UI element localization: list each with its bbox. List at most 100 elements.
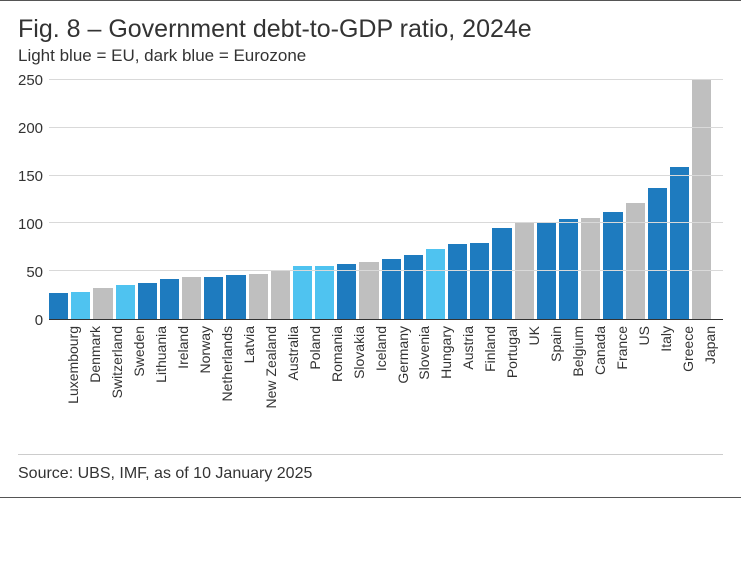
x-label-column: Hungary bbox=[429, 324, 448, 446]
x-axis-labels: LuxembourgDenmarkSwitzerlandSwedenLithua… bbox=[56, 324, 711, 446]
bar bbox=[404, 255, 423, 319]
x-label-column: Netherlands bbox=[210, 324, 229, 446]
grid-line bbox=[49, 127, 723, 128]
bar bbox=[448, 244, 467, 319]
bar-column bbox=[515, 80, 534, 319]
bar bbox=[492, 228, 511, 319]
bar-column bbox=[559, 80, 578, 319]
grid-line bbox=[49, 175, 723, 176]
bar bbox=[648, 188, 667, 319]
bar-column bbox=[337, 80, 356, 319]
bar bbox=[271, 271, 290, 319]
bar bbox=[71, 292, 90, 319]
bar bbox=[670, 167, 689, 319]
bar bbox=[204, 277, 223, 319]
bar-column bbox=[670, 80, 689, 319]
bar-column bbox=[249, 80, 268, 319]
bar-column bbox=[581, 80, 600, 319]
x-label-column: Iceland bbox=[363, 324, 382, 446]
x-label-column: Latvia bbox=[232, 324, 251, 446]
bar-column bbox=[71, 80, 90, 319]
bar-column bbox=[93, 80, 112, 319]
bar bbox=[93, 288, 112, 319]
bar-column bbox=[603, 80, 622, 319]
y-axis: 050100150200250 bbox=[18, 80, 49, 320]
x-label-column: Belgium bbox=[561, 324, 580, 446]
bar-column bbox=[204, 80, 223, 319]
x-label-column: Norway bbox=[188, 324, 207, 446]
bar bbox=[249, 274, 268, 319]
x-label-column: Italy bbox=[648, 324, 667, 446]
bar-column bbox=[116, 80, 135, 319]
x-label-column: UK bbox=[517, 324, 536, 446]
x-label-column: Sweden bbox=[122, 324, 141, 446]
grid-line bbox=[49, 222, 723, 223]
bar bbox=[293, 266, 312, 319]
bar-column bbox=[626, 80, 645, 319]
bar-column bbox=[160, 80, 179, 319]
x-label-column: Switzerland bbox=[100, 324, 119, 446]
bar bbox=[182, 277, 201, 319]
chart-subtitle: Light blue = EU, dark blue = Eurozone bbox=[18, 46, 723, 66]
bar-column bbox=[426, 80, 445, 319]
bar bbox=[626, 203, 645, 319]
x-label-column: Austria bbox=[451, 324, 470, 446]
plot-area bbox=[49, 80, 723, 320]
bar-column bbox=[404, 80, 423, 319]
bar bbox=[116, 285, 135, 319]
bar bbox=[581, 218, 600, 319]
bar-column bbox=[293, 80, 312, 319]
bar-column bbox=[226, 80, 245, 319]
bar bbox=[382, 259, 401, 319]
bar-column bbox=[537, 80, 556, 319]
x-label-column: US bbox=[626, 324, 645, 446]
bar bbox=[226, 275, 245, 319]
x-label-column: Germany bbox=[385, 324, 404, 446]
x-label-column: Ireland bbox=[166, 324, 185, 446]
bar bbox=[160, 279, 179, 319]
chart-title: Fig. 8 – Government debt-to-GDP ratio, 2… bbox=[18, 15, 723, 44]
bar bbox=[315, 266, 334, 319]
chart-area: 050100150200250 bbox=[18, 80, 723, 320]
x-label-column: Spain bbox=[539, 324, 558, 446]
x-label-column: Lithuania bbox=[144, 324, 163, 446]
bar-column bbox=[692, 80, 711, 319]
figure-container: Fig. 8 – Government debt-to-GDP ratio, 2… bbox=[0, 0, 741, 498]
bar-column bbox=[470, 80, 489, 319]
bar-column bbox=[138, 80, 157, 319]
bars-container bbox=[49, 80, 711, 319]
x-label-column: Australia bbox=[275, 324, 294, 446]
x-label: Japan bbox=[702, 326, 718, 364]
x-label-column: New Zealand bbox=[253, 324, 272, 446]
x-label-column: Denmark bbox=[78, 324, 97, 446]
x-label-column: Finland bbox=[473, 324, 492, 446]
x-label-column: Slovakia bbox=[341, 324, 360, 446]
bar bbox=[603, 212, 622, 319]
grid-line bbox=[49, 79, 723, 80]
bar-column bbox=[382, 80, 401, 319]
x-label-column: Greece bbox=[670, 324, 689, 446]
bar-column bbox=[648, 80, 667, 319]
grid-line bbox=[49, 270, 723, 271]
x-label-column: Slovenia bbox=[407, 324, 426, 446]
x-label-column: Japan bbox=[692, 324, 711, 446]
bar-column bbox=[359, 80, 378, 319]
bar bbox=[559, 219, 578, 319]
bar bbox=[426, 249, 445, 319]
chart-source: Source: UBS, IMF, as of 10 January 2025 bbox=[18, 454, 723, 483]
bar bbox=[470, 243, 489, 319]
bar bbox=[337, 264, 356, 319]
bar bbox=[138, 283, 157, 319]
x-label-column: Romania bbox=[319, 324, 338, 446]
bar-column bbox=[448, 80, 467, 319]
bar-column bbox=[315, 80, 334, 319]
bar-column bbox=[182, 80, 201, 319]
bar bbox=[692, 80, 711, 319]
x-label-column: Portugal bbox=[495, 324, 514, 446]
x-label-column: Luxembourg bbox=[56, 324, 75, 446]
bar-column bbox=[49, 80, 68, 319]
bar-column bbox=[271, 80, 290, 319]
bar bbox=[49, 293, 68, 319]
x-label-column: Poland bbox=[297, 324, 316, 446]
x-label-column: Canada bbox=[583, 324, 602, 446]
